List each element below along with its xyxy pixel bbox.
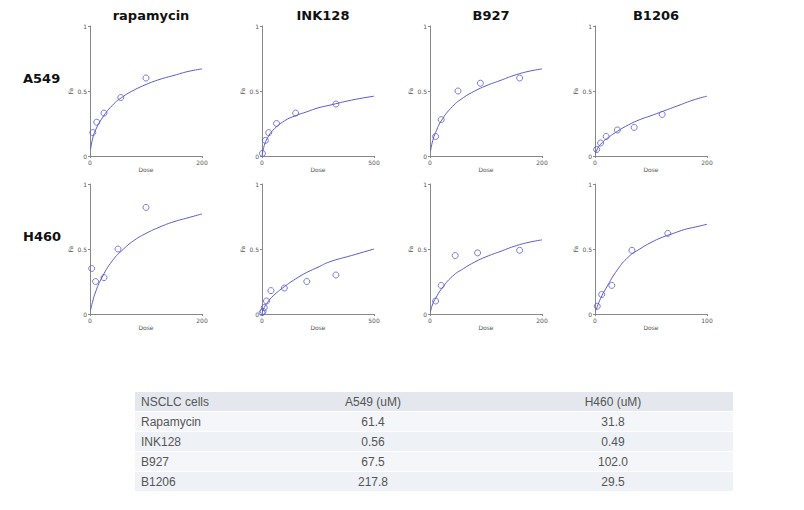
svg-text:Fa: Fa bbox=[407, 87, 414, 94]
svg-text:0.5: 0.5 bbox=[417, 246, 427, 253]
svg-text:0: 0 bbox=[83, 153, 87, 160]
svg-text:Dose: Dose bbox=[310, 324, 325, 331]
svg-text:Fa: Fa bbox=[572, 87, 579, 94]
svg-text:200: 200 bbox=[701, 159, 713, 166]
svg-text:0: 0 bbox=[588, 153, 592, 160]
svg-text:Dose: Dose bbox=[138, 324, 153, 331]
html-text:A549 (uM): A549 (uM) bbox=[345, 394, 401, 409]
html-text:B1206: B1206 bbox=[141, 474, 176, 489]
svg-text:0: 0 bbox=[260, 317, 264, 324]
svg-text:1: 1 bbox=[423, 181, 427, 188]
svg-text:0.5: 0.5 bbox=[249, 88, 259, 95]
svg-text:A549: A549 bbox=[23, 71, 60, 86]
svg-text:Fa: Fa bbox=[67, 87, 74, 94]
svg-text:Fa: Fa bbox=[572, 245, 579, 252]
svg-text:Dose: Dose bbox=[478, 166, 493, 173]
svg-text:Dose: Dose bbox=[138, 166, 153, 173]
svg-text:Dose: Dose bbox=[478, 324, 493, 331]
svg-text:INK128: INK128 bbox=[297, 8, 350, 23]
svg-text:1: 1 bbox=[255, 181, 259, 188]
svg-text:Fa: Fa bbox=[67, 245, 74, 252]
html-text:31.8: 31.8 bbox=[601, 414, 625, 429]
html-text:102.0: 102.0 bbox=[598, 454, 628, 469]
svg-text:0: 0 bbox=[423, 153, 427, 160]
svg-text:500: 500 bbox=[368, 159, 380, 166]
svg-text:0: 0 bbox=[593, 159, 597, 166]
svg-text:Dose: Dose bbox=[643, 166, 658, 173]
svg-text:0: 0 bbox=[260, 159, 264, 166]
svg-text:1: 1 bbox=[255, 23, 259, 30]
html-text:0.49: 0.49 bbox=[601, 434, 625, 449]
html-text:67.5: 67.5 bbox=[361, 454, 385, 469]
svg-text:0: 0 bbox=[255, 153, 259, 160]
svg-text:1: 1 bbox=[423, 23, 427, 30]
svg-text:Dose: Dose bbox=[643, 324, 658, 331]
html-text:29.5: 29.5 bbox=[601, 474, 625, 489]
svg-text:0.5: 0.5 bbox=[417, 88, 427, 95]
html-text:217.8: 217.8 bbox=[358, 474, 388, 489]
svg-text:1: 1 bbox=[588, 23, 592, 30]
html-text:H460 (uM): H460 (uM) bbox=[584, 394, 642, 409]
html-text:B927: B927 bbox=[141, 454, 169, 469]
svg-text:0: 0 bbox=[423, 311, 427, 318]
svg-text:200: 200 bbox=[536, 159, 548, 166]
html-text:61.4: 61.4 bbox=[361, 414, 385, 429]
svg-text:200: 200 bbox=[196, 317, 208, 324]
svg-text:H460: H460 bbox=[23, 229, 61, 244]
svg-text:100: 100 bbox=[701, 317, 713, 324]
svg-text:500: 500 bbox=[368, 317, 380, 324]
svg-text:1: 1 bbox=[588, 181, 592, 188]
svg-text:Fa: Fa bbox=[407, 245, 414, 252]
svg-text:Dose: Dose bbox=[310, 166, 325, 173]
svg-text:0: 0 bbox=[428, 159, 432, 166]
svg-text:rapamycin: rapamycin bbox=[113, 8, 190, 23]
svg-text:0: 0 bbox=[88, 159, 92, 166]
svg-text:Fa: Fa bbox=[239, 87, 246, 94]
svg-text:0: 0 bbox=[588, 311, 592, 318]
svg-text:1: 1 bbox=[83, 181, 87, 188]
svg-text:Fa: Fa bbox=[239, 245, 246, 252]
svg-text:0.5: 0.5 bbox=[77, 246, 87, 253]
html-text:0.56: 0.56 bbox=[361, 434, 385, 449]
svg-text:B927: B927 bbox=[472, 8, 509, 23]
svg-text:0: 0 bbox=[255, 311, 259, 318]
html-text:INK128: INK128 bbox=[141, 434, 181, 449]
svg-text:1: 1 bbox=[83, 23, 87, 30]
html-text:NSCLC cells: NSCLC cells bbox=[141, 394, 209, 409]
svg-text:B1206: B1206 bbox=[633, 8, 679, 23]
svg-text:0.5: 0.5 bbox=[249, 246, 259, 253]
svg-text:0: 0 bbox=[593, 317, 597, 324]
svg-text:200: 200 bbox=[196, 159, 208, 166]
svg-text:0.5: 0.5 bbox=[77, 88, 87, 95]
svg-text:0: 0 bbox=[88, 317, 92, 324]
svg-text:0: 0 bbox=[428, 317, 432, 324]
svg-text:0: 0 bbox=[83, 311, 87, 318]
svg-text:0.5: 0.5 bbox=[582, 246, 592, 253]
svg-text:0.5: 0.5 bbox=[582, 88, 592, 95]
html-text:Rapamycin: Rapamycin bbox=[141, 414, 201, 429]
svg-text:200: 200 bbox=[536, 317, 548, 324]
